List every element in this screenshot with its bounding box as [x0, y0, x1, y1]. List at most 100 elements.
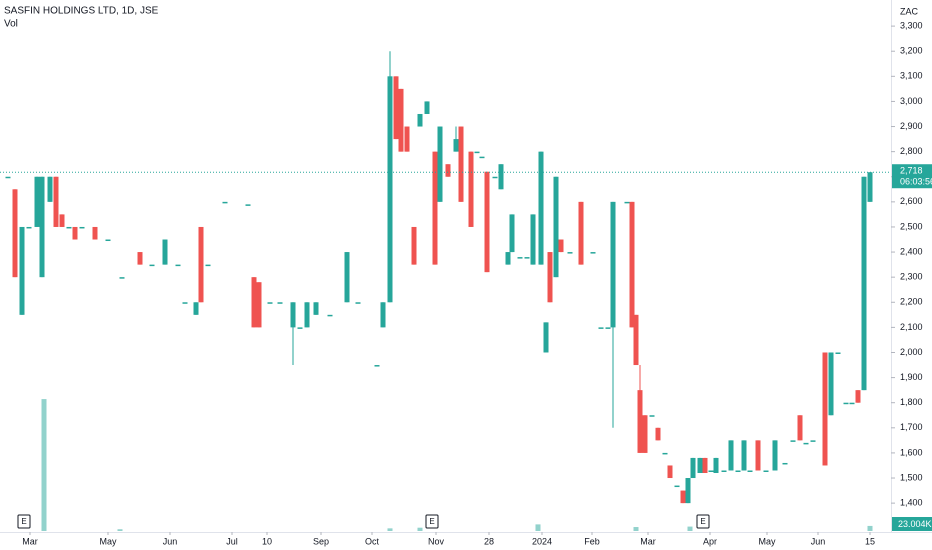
event-marker[interactable]: E — [17, 514, 31, 529]
y-tick-label: 1,800 — [900, 397, 923, 407]
candle-body — [642, 415, 648, 453]
candle-body — [680, 490, 686, 504]
candle-body — [782, 462, 788, 465]
y-tick-label: 1,500 — [900, 472, 923, 482]
y-tick-label: 3,200 — [900, 46, 923, 56]
volume-bar — [867, 525, 873, 531]
candle-body — [79, 226, 85, 229]
candle-body — [59, 214, 65, 227]
event-marker[interactable]: E — [425, 514, 439, 529]
candle-body — [803, 442, 809, 445]
candle-body — [637, 390, 643, 453]
y-tick-label: 2,500 — [900, 221, 923, 231]
x-tick-label: May — [758, 536, 776, 546]
candle-body — [205, 264, 211, 267]
volume-bar — [387, 528, 393, 531]
candle-body — [741, 440, 747, 471]
candle-body — [411, 226, 417, 265]
candle-body — [12, 189, 18, 278]
candle-body — [39, 176, 45, 278]
candle-body — [547, 252, 553, 303]
candle-body — [790, 440, 796, 442]
candle-body — [162, 239, 168, 265]
candle-body — [721, 470, 727, 472]
candle-body — [119, 277, 125, 279]
candle-body — [149, 264, 155, 267]
candle-body — [655, 427, 661, 441]
candle-body — [538, 151, 544, 265]
candle-body — [290, 302, 296, 328]
candle-body — [772, 440, 778, 471]
x-tick-label: Apr — [703, 536, 717, 546]
candle-body — [256, 282, 262, 328]
event-label: E — [429, 517, 434, 526]
y-tick-label: 1,600 — [900, 447, 923, 457]
x-tick-label: Feb — [584, 536, 600, 546]
y-tick-label: 2,300 — [900, 272, 923, 282]
candle-body — [245, 204, 251, 206]
candle-body — [855, 390, 861, 403]
candle-body — [26, 226, 32, 229]
event-label: E — [21, 517, 26, 526]
candle-body — [755, 440, 761, 471]
x-tick-label: Sep — [313, 536, 329, 546]
candle-body — [835, 352, 841, 354]
event-box — [17, 514, 31, 529]
candle-body — [861, 176, 867, 391]
candle-body — [662, 452, 668, 455]
y-tick-label: 1,400 — [900, 498, 923, 508]
y-tick-label: 1,700 — [900, 422, 923, 432]
y-tick-label: 3,000 — [900, 96, 923, 106]
candle-body — [543, 322, 549, 353]
y-tick-label: 3,300 — [900, 20, 923, 30]
candle-body — [468, 151, 474, 227]
y-tick-label: 2,600 — [900, 196, 923, 206]
candle-body — [437, 126, 443, 202]
candle-body — [182, 302, 188, 304]
candle-body — [610, 201, 616, 328]
last-price-label: 2,718 — [900, 166, 923, 176]
candle-body — [492, 176, 498, 179]
candle-body — [697, 457, 703, 474]
candle-body — [509, 214, 515, 253]
candle-body — [685, 478, 691, 504]
y-tick-label: 2,800 — [900, 146, 923, 156]
candle-body — [92, 226, 98, 240]
countdown-label: 06:03:56 — [900, 177, 932, 187]
candle-body — [297, 327, 303, 329]
y-tick-label: 3,100 — [900, 71, 923, 81]
candle-body — [374, 365, 380, 367]
x-tick-label: May — [99, 536, 117, 546]
event-label: E — [700, 517, 705, 526]
candle-body — [251, 277, 257, 328]
candle-body — [458, 126, 464, 202]
candle-body — [810, 440, 816, 442]
candle-body — [498, 164, 504, 190]
candle-body — [578, 201, 584, 265]
candle-body — [327, 314, 333, 317]
candle-body — [747, 470, 753, 472]
x-tick-label: Jul — [226, 536, 238, 546]
candle-body — [605, 327, 611, 329]
candle-body — [822, 352, 828, 466]
candle-body — [380, 302, 386, 328]
currency-label[interactable]: ZAC — [900, 6, 919, 16]
candle-body — [445, 164, 451, 177]
candle-body — [763, 470, 769, 472]
x-tick-label: 28 — [484, 536, 494, 546]
candle-body — [728, 440, 734, 471]
x-tick-label: 15 — [865, 536, 875, 546]
candle-body — [530, 214, 536, 265]
candle-body — [567, 252, 573, 254]
candle-body — [355, 302, 361, 304]
x-tick-label: Mar — [640, 536, 656, 546]
candle-body — [598, 327, 604, 329]
candle-body — [702, 457, 708, 474]
candle-body — [5, 176, 11, 179]
event-marker[interactable]: E — [696, 514, 710, 529]
candle-body — [828, 352, 834, 416]
candle-body — [558, 239, 564, 253]
candle-body — [393, 76, 399, 140]
